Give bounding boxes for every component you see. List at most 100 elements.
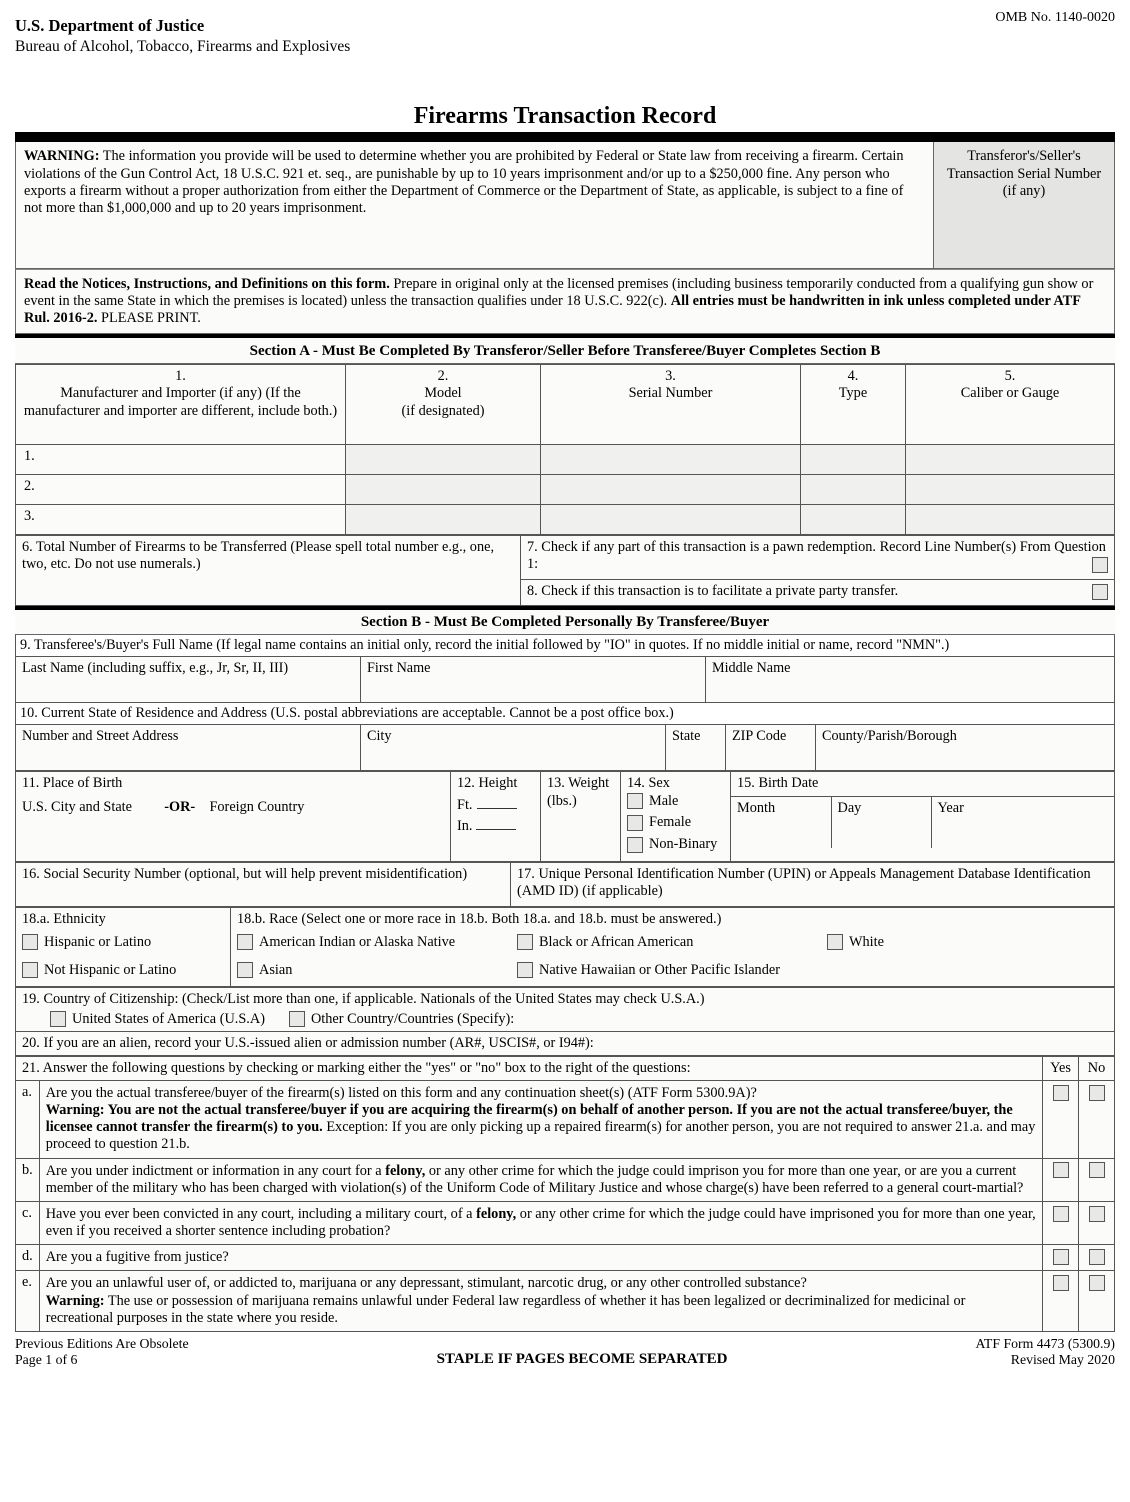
q21a-yes[interactable] xyxy=(1053,1085,1069,1101)
q21c-no[interactable] xyxy=(1089,1206,1105,1222)
q21b: Are you under indictment or information … xyxy=(39,1158,1042,1201)
in-input[interactable] xyxy=(476,829,516,830)
form-title: Firearms Transaction Record xyxy=(414,102,717,131)
serial-label: Transferor's/Seller's Transaction Serial… xyxy=(940,148,1108,199)
white-checkbox[interactable] xyxy=(827,934,843,950)
q21e: Are you an unlawful user of, or addicted… xyxy=(39,1271,1042,1331)
serial-box: Transferor's/Seller's Transaction Serial… xyxy=(934,142,1114,267)
usa-checkbox[interactable] xyxy=(50,1011,66,1027)
row2: 2. xyxy=(16,475,346,505)
nonbinary-checkbox[interactable] xyxy=(627,837,643,853)
dept-title: U.S. Department of Justice xyxy=(15,16,350,36)
first-name-field[interactable]: First Name xyxy=(361,657,706,703)
asian-checkbox[interactable] xyxy=(237,962,253,978)
instructions: Read the Notices, Instructions, and Defi… xyxy=(15,269,1115,334)
q19-table: 19. Country of Citizenship: (Check/List … xyxy=(15,987,1115,1055)
row1: 1. xyxy=(16,445,346,475)
h3: Serial Number xyxy=(629,385,713,401)
h4: Type xyxy=(839,385,867,401)
q21e-no[interactable] xyxy=(1089,1275,1105,1291)
nh-checkbox[interactable] xyxy=(517,962,533,978)
q21-table: 21. Answer the following questions by ch… xyxy=(15,1056,1115,1332)
male-checkbox[interactable] xyxy=(627,793,643,809)
h5: Caliber or Gauge xyxy=(961,385,1059,401)
section-b-header: Section B - Must Be Completed Personally… xyxy=(15,606,1115,635)
h2n: 2. xyxy=(352,368,534,385)
no-header: No xyxy=(1079,1056,1115,1080)
q8-checkbox[interactable] xyxy=(1092,584,1108,600)
q21b-no[interactable] xyxy=(1089,1162,1105,1178)
footer: Previous Editions Are Obsolete Page 1 of… xyxy=(15,1336,1115,1369)
q14: 14. Sex Male Female Non-Binary xyxy=(621,772,731,861)
year-field[interactable]: Year xyxy=(931,796,1114,848)
section-a-header: Section A - Must Be Completed By Transfe… xyxy=(15,338,1115,364)
row3: 3. xyxy=(16,505,346,535)
table-row: 3. xyxy=(16,505,1115,535)
month-field[interactable]: Month xyxy=(731,796,831,848)
footer-obsolete: Previous Editions Are Obsolete xyxy=(15,1336,189,1353)
zip-field[interactable]: ZIP Code xyxy=(726,725,816,771)
q6: 6. Total Number of Firearms to be Transf… xyxy=(16,536,521,606)
h3n: 3. xyxy=(547,368,794,385)
warning-text: WARNING: The information you provide wil… xyxy=(16,142,934,267)
day-field[interactable]: Day xyxy=(831,796,931,848)
q21d-letter: d. xyxy=(16,1245,40,1271)
q21d-yes[interactable] xyxy=(1053,1249,1069,1265)
county-field[interactable]: County/Parish/Borough xyxy=(816,725,1115,771)
not-hispanic-checkbox[interactable] xyxy=(22,962,38,978)
bureau: Bureau of Alcohol, Tobacco, Firearms and… xyxy=(15,38,350,57)
q21b-letter: b. xyxy=(16,1158,40,1201)
q19: 19. Country of Citizenship: (Check/List … xyxy=(16,988,1115,1031)
serial-input[interactable] xyxy=(940,204,1108,262)
hispanic-checkbox[interactable] xyxy=(22,934,38,950)
q10: 10. Current State of Residence and Addre… xyxy=(15,703,1115,724)
ba-checkbox[interactable] xyxy=(517,934,533,950)
yes-header: Yes xyxy=(1043,1056,1079,1080)
h1: Manufacturer and Importer (if any) (If t… xyxy=(24,385,337,418)
warning-label: WARNING: xyxy=(24,148,99,164)
warning-body: The information you provide will be used… xyxy=(24,148,904,215)
q21c: Have you ever been convicted in any cour… xyxy=(39,1201,1042,1244)
q11: 11. Place of Birth U.S. City and State -… xyxy=(16,772,451,861)
footer-form: ATF Form 4473 (5300.9) xyxy=(975,1336,1115,1353)
q21b-yes[interactable] xyxy=(1053,1162,1069,1178)
header-row: U.S. Department of Justice Bureau of Alc… xyxy=(15,10,1115,56)
ai-checkbox[interactable] xyxy=(237,934,253,950)
q21e-yes[interactable] xyxy=(1053,1275,1069,1291)
q7-checkbox[interactable] xyxy=(1092,557,1108,573)
h5n: 5. xyxy=(912,368,1108,385)
q21a-letter: a. xyxy=(16,1081,40,1159)
h2: Model xyxy=(424,385,461,401)
h4n: 4. xyxy=(807,368,899,385)
name-table: Last Name (including suffix, e.g., Jr, S… xyxy=(15,656,1115,703)
footer-revised: Revised May 2020 xyxy=(975,1352,1115,1369)
q18a: 18.a. Ethnicity Hispanic or Latino Not H… xyxy=(16,907,231,987)
q18-table: 18.a. Ethnicity Hispanic or Latino Not H… xyxy=(15,907,1115,988)
q21c-yes[interactable] xyxy=(1053,1206,1069,1222)
instr-tail: PLEASE PRINT. xyxy=(97,310,200,326)
state-field[interactable]: State xyxy=(666,725,726,771)
q13[interactable]: 13. Weight (lbs.) xyxy=(541,772,621,861)
q16[interactable]: 16. Social Security Number (optional, bu… xyxy=(16,862,511,906)
city-field[interactable]: City xyxy=(361,725,666,771)
female-checkbox[interactable] xyxy=(627,815,643,831)
ft-input[interactable] xyxy=(477,808,517,809)
q7: 7. Check if any part of this transaction… xyxy=(521,536,1115,580)
q21a-no[interactable] xyxy=(1089,1085,1105,1101)
address-table: Number and Street Address City State ZIP… xyxy=(15,724,1115,771)
footer-staple: STAPLE IF PAGES BECOME SEPARATED xyxy=(437,1350,728,1368)
last-name-field[interactable]: Last Name (including suffix, e.g., Jr, S… xyxy=(16,657,361,703)
q21d: Are you a fugitive from justice? xyxy=(39,1245,1042,1271)
instr-bold: Read the Notices, Instructions, and Defi… xyxy=(24,276,390,292)
street-field[interactable]: Number and Street Address xyxy=(16,725,361,771)
q15: 15. Birth Date Month Day Year xyxy=(731,772,1115,861)
warning-row: WARNING: The information you provide wil… xyxy=(15,142,1115,268)
q21a: Are you the actual transferee/buyer of t… xyxy=(39,1081,1042,1159)
q16-17-table: 16. Social Security Number (optional, bu… xyxy=(15,862,1115,907)
other-country-checkbox[interactable] xyxy=(289,1011,305,1027)
q20[interactable]: 20. If you are an alien, record your U.S… xyxy=(16,1031,1115,1055)
table-row: 2. xyxy=(16,475,1115,505)
middle-name-field[interactable]: Middle Name xyxy=(706,657,1115,703)
q21d-no[interactable] xyxy=(1089,1249,1105,1265)
q17[interactable]: 17. Unique Personal Identification Numbe… xyxy=(511,862,1115,906)
